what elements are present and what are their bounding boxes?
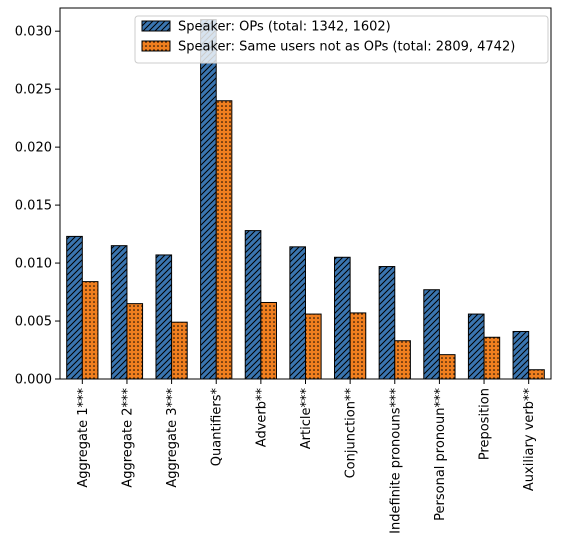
y-tick-label: 0.005 bbox=[15, 315, 52, 330]
bar-series-2-8 bbox=[394, 340, 411, 380]
bar-series-1-3 bbox=[155, 254, 173, 380]
x-tick-label: Auxiliary verb** bbox=[522, 388, 537, 492]
legend-swatch-2 bbox=[141, 40, 171, 52]
bar-series-2-3 bbox=[171, 321, 188, 380]
y-tick-label: 0.015 bbox=[15, 199, 52, 214]
legend-label-2: Speaker: Same users not as OPs (total: 2… bbox=[178, 40, 515, 55]
x-tick-label: Conjunction** bbox=[344, 388, 359, 479]
bar-series-1-11 bbox=[512, 330, 530, 380]
bar-series-1-6 bbox=[289, 246, 307, 380]
bar-series-2-7 bbox=[349, 312, 367, 380]
x-tick-label: Adverb** bbox=[254, 388, 269, 448]
x-tick-label: Indefinite pronouns*** bbox=[388, 388, 403, 534]
bar-series-2-2 bbox=[126, 303, 144, 380]
bar-series-1-2 bbox=[110, 245, 128, 380]
bar-series-1-7 bbox=[334, 256, 351, 380]
legend: Speaker: OPs (total: 1342, 1602) Speaker:… bbox=[134, 15, 549, 64]
bar-series-2-6 bbox=[305, 313, 322, 380]
y-tick-label: 0.010 bbox=[15, 257, 52, 272]
y-tick-label: 0.000 bbox=[15, 373, 52, 388]
bar-series-1-10 bbox=[467, 313, 485, 380]
bar-series-1-4 bbox=[200, 19, 217, 380]
x-tick-label: Aggregate 3*** bbox=[165, 388, 180, 488]
bar-series-2-11 bbox=[528, 369, 545, 380]
y-tick-label: 0.025 bbox=[15, 83, 52, 98]
legend-swatch-1 bbox=[141, 20, 171, 32]
bar-series-2-5 bbox=[260, 301, 277, 380]
x-tick-label: Quantifiers* bbox=[210, 388, 225, 467]
y-tick-label: 0.030 bbox=[15, 25, 52, 40]
bar-series-1-5 bbox=[244, 230, 262, 380]
bar-series-2-4 bbox=[215, 100, 233, 380]
x-tick-label: Personal pronoun*** bbox=[433, 388, 448, 521]
x-tick-label: Preposition bbox=[478, 388, 493, 460]
bar-series-2-1 bbox=[81, 281, 99, 380]
legend-label-1: Speaker: OPs (total: 1342, 1602) bbox=[178, 20, 391, 35]
legend-box bbox=[134, 15, 549, 64]
x-tick-label: Aggregate 1*** bbox=[76, 388, 91, 488]
x-tick-label: Article*** bbox=[299, 388, 314, 450]
x-tick-label: Aggregate 2*** bbox=[120, 388, 135, 488]
bar-series-2-9 bbox=[438, 354, 456, 380]
bar-series-2-10 bbox=[483, 336, 501, 380]
bar-series-1-9 bbox=[423, 289, 440, 380]
axes: 0.000 0.005 0.010 0.015 0.020 0.025 0.030 Aggre… bbox=[15, 7, 552, 534]
bar-series-1-1 bbox=[66, 235, 83, 380]
y-tick-label: 0.020 bbox=[15, 141, 52, 156]
bar-series-1-8 bbox=[378, 266, 396, 380]
plot-area bbox=[66, 19, 545, 380]
